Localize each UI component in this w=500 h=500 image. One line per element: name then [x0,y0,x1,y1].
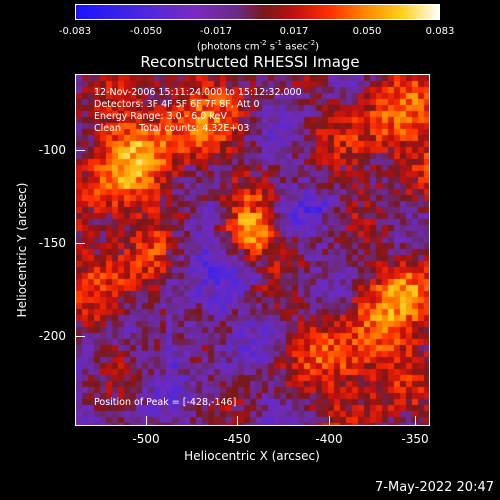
y-tick-label: -100 [38,143,66,157]
info-clean-counts: Clean Total counts: 4.32E+03 [94,123,250,134]
colorbar-tick: 0.050 [352,26,382,37]
info-energy-range: Energy Range: 3.0 - 6.0 keV [94,111,227,122]
colorbar-tick: 0.083 [425,26,455,37]
y-tick-mark [75,243,85,244]
colorbar-tick: -0.083 [58,26,92,37]
x-tick-mark [415,416,416,426]
timestamp-footer: 7-May-2022 20:47 [375,480,494,495]
colorbar [75,4,440,20]
x-tick-mark [329,416,330,426]
colorbar-tick: -0.050 [129,26,163,37]
rhessi-heatmap [76,75,429,425]
x-tick-label: -450 [223,432,251,446]
x-axis-label: Heliocentric X (arcsec) [184,449,320,463]
info-detectors: Detectors: 3F 4F 5F 6F 7F 8F, Att 0 [94,99,260,110]
colorbar-tick: -0.017 [199,26,233,37]
colorbar-unit: (photons cm-2 s-1 asec-2) [196,39,320,53]
image-title: Reconstructed RHESSI Image [140,53,360,71]
x-tick-label: -500 [132,432,160,446]
rhessi-image-plot [75,74,430,426]
y-tick-label: -200 [38,329,66,343]
info-time-range: 12-Nov-2006 15:11:24.000 to 15:12:32.000 [94,87,302,98]
y-tick-label: -150 [38,236,66,250]
x-tick-mark [146,416,147,426]
y-tick-mark [75,336,85,337]
colorbar-tick: 0.017 [279,26,309,37]
x-tick-mark [237,416,238,426]
peak-position: Position of Peak = [-428,-146] [94,397,237,408]
x-tick-label: -400 [315,432,343,446]
x-tick-label: -350 [401,432,429,446]
y-tick-mark [75,150,85,151]
y-axis-label: Heliocentric Y (arcsec) [15,182,29,318]
